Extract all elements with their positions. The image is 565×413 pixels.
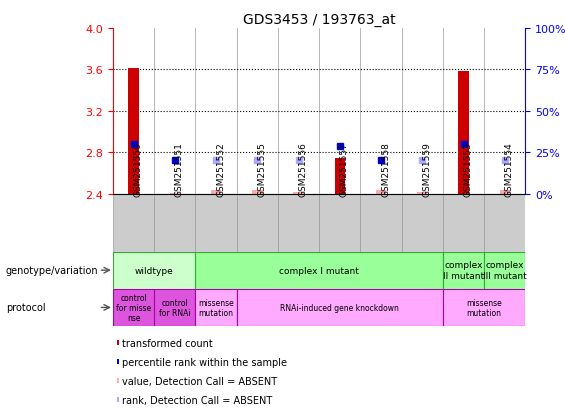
Text: GSM251550: GSM251550: [133, 142, 142, 197]
Text: wildtype: wildtype: [135, 266, 173, 275]
Text: rank, Detection Call = ABSENT: rank, Detection Call = ABSENT: [122, 395, 272, 405]
Bar: [237, 29, 278, 194]
Bar: [278, 29, 319, 194]
Text: GSM251554: GSM251554: [505, 142, 514, 197]
Text: control
for misse
nse: control for misse nse: [116, 293, 151, 323]
Bar: [128, 69, 139, 194]
Bar: [170, 193, 180, 194]
Text: GSM251552: GSM251552: [216, 142, 225, 197]
Text: RNAi-induced gene knockdown: RNAi-induced gene knockdown: [280, 303, 399, 312]
Bar: [319, 194, 360, 252]
Bar: [195, 252, 443, 289]
Bar: [154, 29, 195, 194]
Bar: [499, 191, 510, 194]
Bar: [117, 397, 119, 402]
Bar: [293, 192, 304, 194]
Text: GSM251559: GSM251559: [422, 142, 431, 197]
Bar: [360, 194, 402, 252]
Bar: [458, 72, 469, 194]
Bar: [117, 340, 119, 345]
Bar: [334, 159, 345, 194]
Bar: [195, 194, 237, 252]
Text: control
for RNAi: control for RNAi: [159, 298, 190, 317]
Bar: [402, 194, 443, 252]
Bar: [360, 29, 402, 194]
Bar: [113, 29, 154, 194]
Text: genotype/variation: genotype/variation: [6, 266, 98, 275]
Text: value, Detection Call = ABSENT: value, Detection Call = ABSENT: [122, 376, 277, 386]
Bar: [237, 194, 278, 252]
Text: GSM251553: GSM251553: [463, 142, 472, 197]
Text: complex
III mutant: complex III mutant: [483, 261, 527, 280]
Bar: [443, 252, 484, 289]
Text: missense
mutation: missense mutation: [466, 298, 502, 317]
Bar: [484, 194, 525, 252]
Bar: [113, 252, 195, 289]
Bar: [113, 289, 154, 326]
Bar: [402, 29, 443, 194]
Bar: [237, 289, 443, 326]
Bar: [195, 29, 237, 194]
Text: protocol: protocol: [6, 303, 45, 313]
Text: complex
II mutant: complex II mutant: [443, 261, 484, 280]
Bar: [117, 359, 119, 364]
Bar: [484, 29, 525, 194]
Bar: [154, 194, 195, 252]
Text: GSM251558: GSM251558: [381, 142, 390, 197]
Bar: [376, 191, 386, 194]
Bar: [278, 194, 319, 252]
Text: GSM251555: GSM251555: [257, 142, 266, 197]
Text: GSM251556: GSM251556: [298, 142, 307, 197]
Title: GDS3453 / 193763_at: GDS3453 / 193763_at: [243, 12, 396, 26]
Text: GSM251551: GSM251551: [175, 142, 184, 197]
Bar: [484, 252, 525, 289]
Bar: [252, 191, 263, 194]
Bar: [211, 191, 221, 194]
Text: missense
mutation: missense mutation: [198, 298, 234, 317]
Text: complex I mutant: complex I mutant: [279, 266, 359, 275]
Bar: [319, 29, 360, 194]
Bar: [417, 192, 428, 194]
Bar: [443, 194, 484, 252]
Bar: [443, 29, 484, 194]
Bar: [154, 289, 195, 326]
Bar: [195, 289, 237, 326]
Bar: [113, 194, 154, 252]
Text: GSM251557: GSM251557: [340, 142, 349, 197]
Bar: [117, 378, 119, 383]
Text: percentile rank within the sample: percentile rank within the sample: [122, 357, 287, 367]
Text: transformed count: transformed count: [122, 338, 213, 348]
Bar: [443, 289, 525, 326]
